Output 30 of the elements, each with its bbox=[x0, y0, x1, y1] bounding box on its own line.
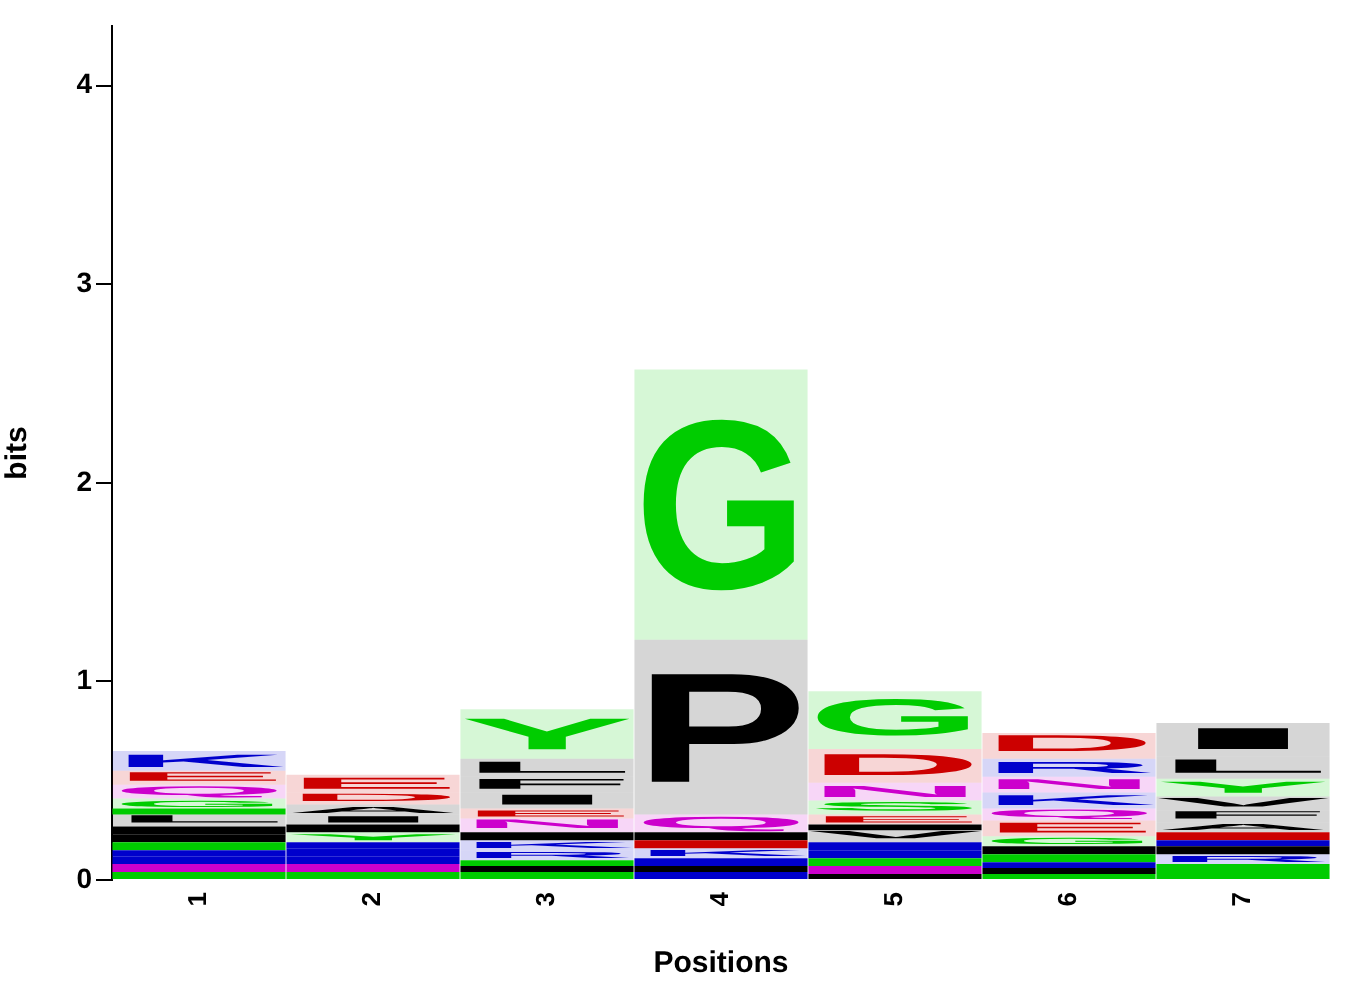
y-axis-title: bits bbox=[0, 426, 35, 480]
x-tick-label: 1 bbox=[182, 892, 213, 907]
x-tick-label: 5 bbox=[878, 892, 909, 907]
y-tick-label: 0 bbox=[76, 861, 93, 894]
x-tick-label: 2 bbox=[356, 892, 387, 907]
data-label: D bbox=[982, 730, 1156, 757]
y-tick-label: 1 bbox=[76, 663, 93, 696]
data-label: G bbox=[808, 689, 982, 747]
data-label: G bbox=[634, 369, 808, 640]
bar bbox=[286, 842, 460, 849]
bar bbox=[1156, 840, 1330, 847]
bar bbox=[982, 862, 1156, 869]
data-label: Y bbox=[460, 709, 634, 759]
bar bbox=[634, 858, 808, 867]
bar bbox=[808, 850, 982, 859]
y-tick-label: 3 bbox=[76, 265, 93, 298]
x-tick-label: 4 bbox=[704, 890, 735, 907]
data-label: D bbox=[808, 748, 982, 782]
data-label: K bbox=[112, 751, 286, 771]
bar bbox=[808, 842, 982, 851]
x-tick-label: 3 bbox=[530, 892, 561, 907]
data-label: P bbox=[634, 640, 808, 816]
data-label: I bbox=[1156, 721, 1330, 756]
x-tick-label: 7 bbox=[1226, 892, 1257, 907]
x-axis-title: Positions bbox=[653, 946, 789, 981]
bar bbox=[808, 824, 982, 831]
y-tick-label: 4 bbox=[76, 67, 93, 100]
data-label: L bbox=[1156, 755, 1330, 778]
y-tick-label: 2 bbox=[76, 464, 93, 497]
x-tick-label: 6 bbox=[1052, 892, 1083, 907]
